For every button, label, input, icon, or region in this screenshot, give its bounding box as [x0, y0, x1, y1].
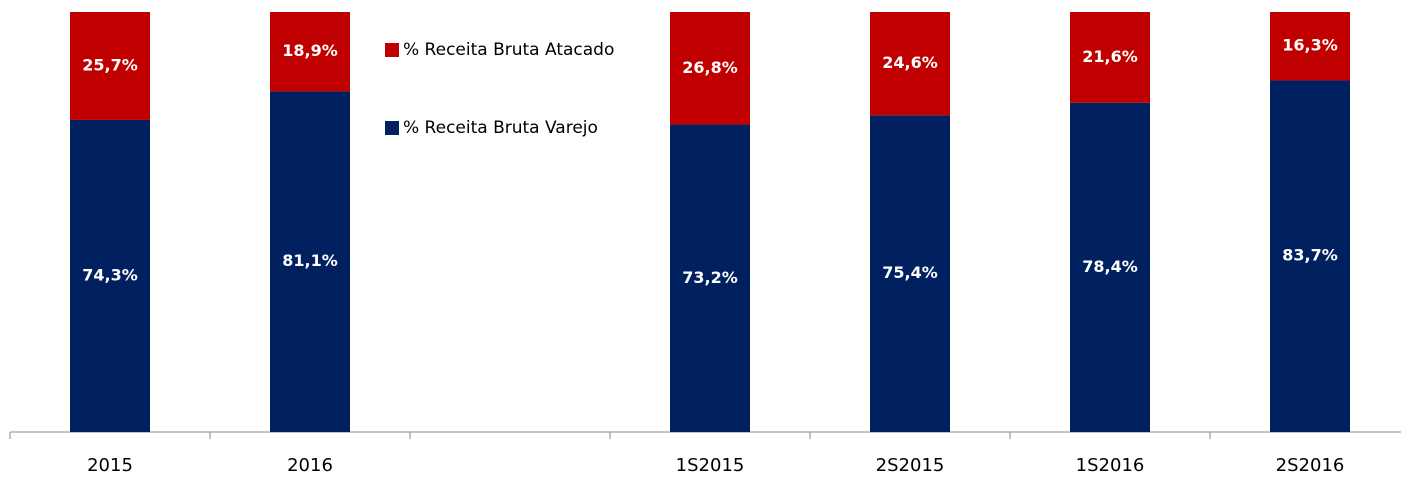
x-tick-label: 2016 [287, 455, 333, 476]
x-tick-label: 2S2015 [876, 455, 945, 476]
data-label: 74,3% [82, 265, 138, 284]
x-tick-label: 1S2016 [1076, 455, 1145, 476]
bar-segment [1070, 12, 1150, 103]
legend-swatch [385, 121, 399, 135]
bar-segment [270, 12, 350, 92]
bar-segment [270, 91, 350, 432]
data-label: 21,6% [1082, 47, 1138, 66]
bar-segment [870, 12, 950, 116]
data-label: 73,2% [682, 268, 738, 287]
data-label: 26,8% [682, 58, 738, 77]
x-tick-label: 2S2016 [1276, 455, 1345, 476]
legend-swatch [385, 43, 399, 57]
bar-segment [70, 119, 150, 432]
bar-segment [870, 115, 950, 432]
x-tick-label: 2015 [87, 455, 133, 476]
data-label: 25,7% [82, 55, 138, 74]
x-tick-label: 1S2015 [676, 455, 745, 476]
data-label: 81,1% [282, 251, 338, 270]
bar-segment [1270, 12, 1350, 81]
bar-segment [1070, 102, 1150, 432]
data-label: 78,4% [1082, 257, 1138, 276]
bar-segment [670, 124, 750, 432]
bar-segment [670, 12, 750, 125]
data-label: 16,3% [1282, 36, 1338, 55]
bar-segment [1270, 80, 1350, 433]
data-label: 18,9% [282, 41, 338, 60]
bar-segment [70, 12, 150, 120]
legend-label: % Receita Bruta Varejo [403, 118, 598, 138]
data-label: 24,6% [882, 53, 938, 72]
legend-label: % Receita Bruta Atacado [403, 40, 614, 60]
data-label: 83,7% [1282, 246, 1338, 265]
data-label: 75,4% [882, 263, 938, 282]
